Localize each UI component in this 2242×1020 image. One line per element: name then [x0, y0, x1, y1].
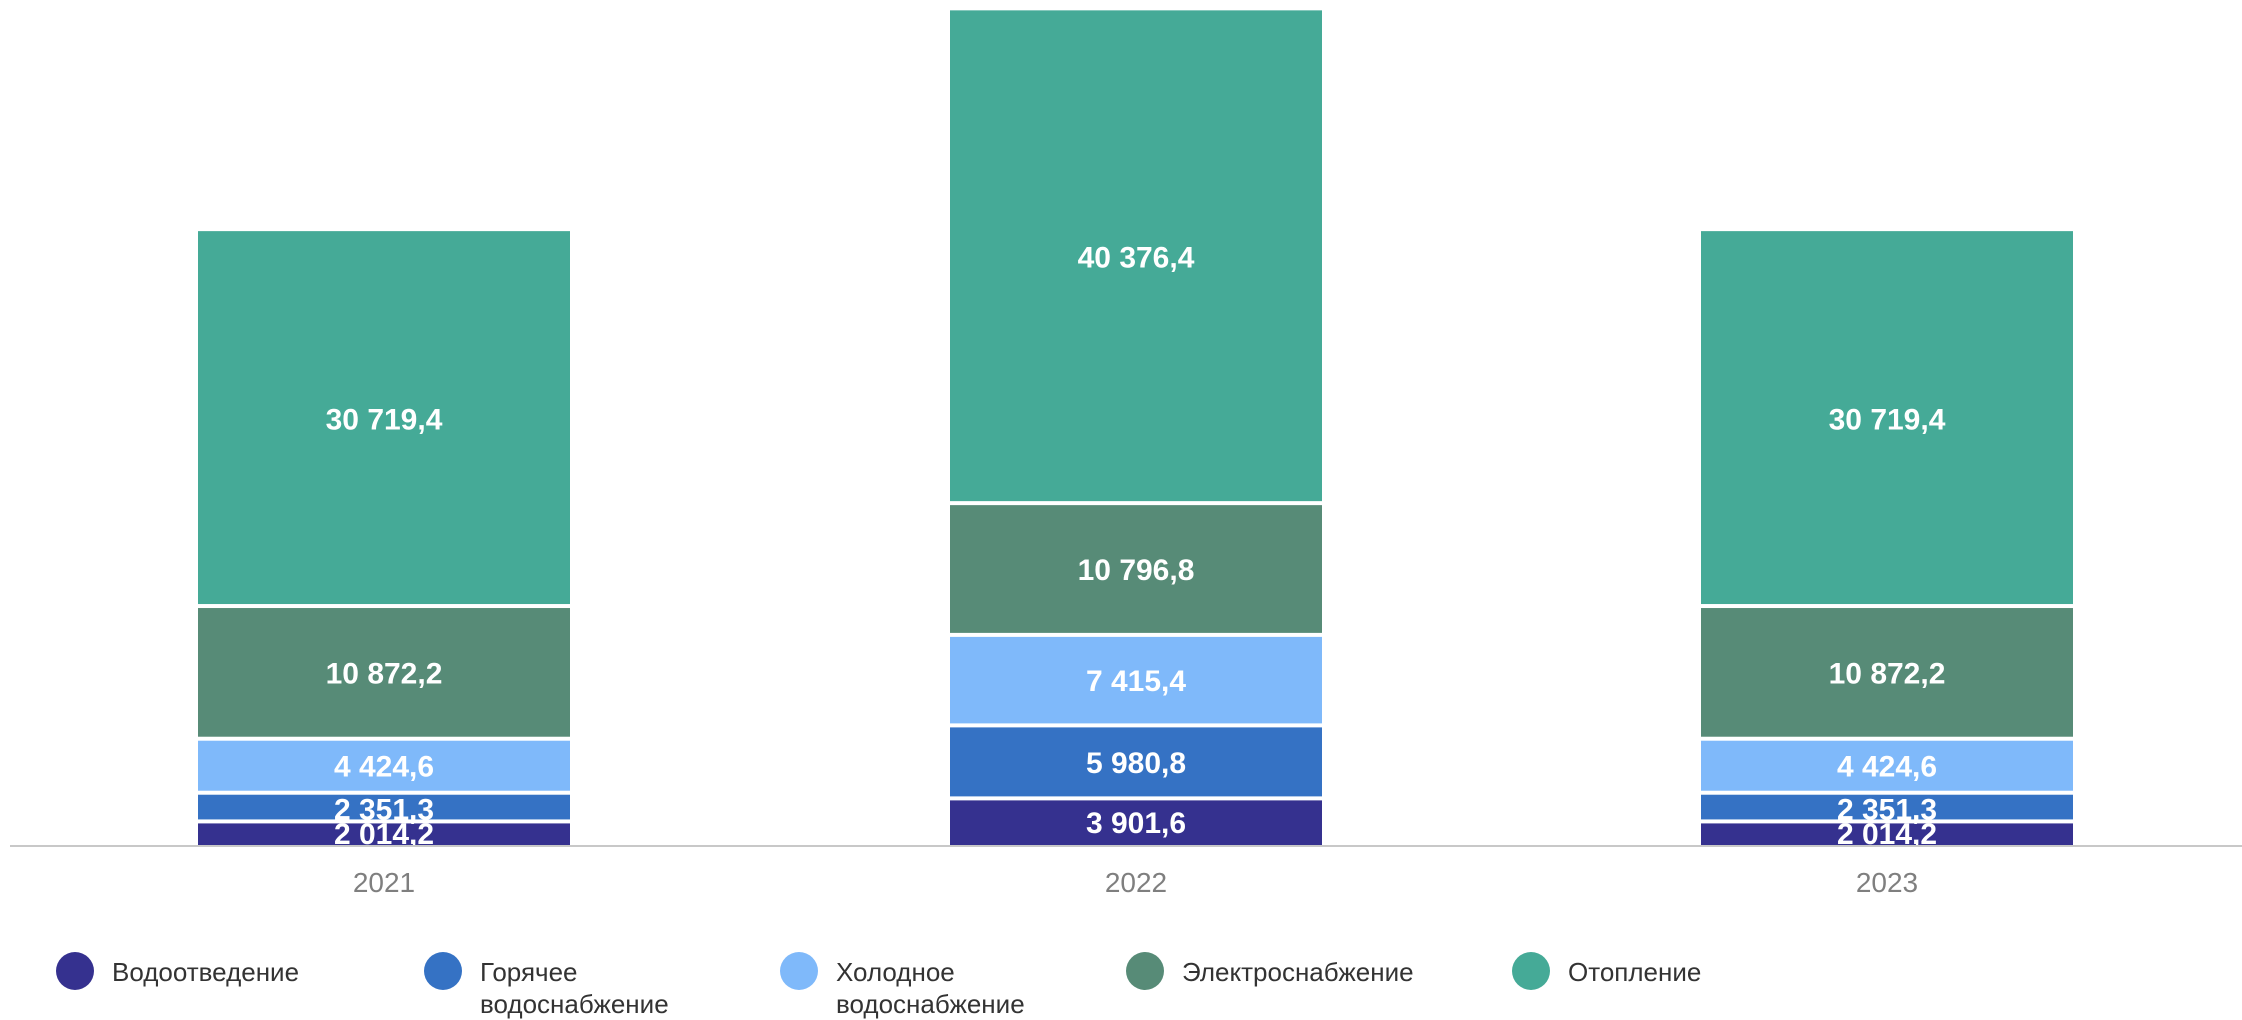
bar-segment: [1701, 231, 2073, 605]
bar-segment: [1701, 823, 2073, 846]
legend-swatch: [424, 952, 462, 990]
legend-swatch: [1126, 952, 1164, 990]
data-label: 30 719,4: [1829, 404, 1946, 437]
legend-item: Электроснабжение: [1126, 944, 1414, 990]
legend-label: Водоотведение: [112, 957, 300, 987]
bar-segment: [950, 505, 1322, 633]
bar-segment: [198, 794, 570, 820]
legend-item: Водоотведение: [56, 944, 299, 990]
data-label: 5 980,8: [1086, 747, 1186, 780]
bar-segment: [950, 800, 1322, 846]
data-label: 2 351,3: [1837, 793, 1937, 826]
data-label: 7 415,4: [1086, 665, 1186, 698]
data-label: 30 719,4: [326, 404, 443, 437]
legend-swatch: [780, 952, 818, 990]
bar-segment: [1701, 794, 2073, 820]
data-label: 40 376,4: [1078, 242, 1195, 275]
legend-label: Электроснабжение: [1182, 957, 1414, 987]
legend-swatch: [56, 952, 94, 990]
bar-segment: [1701, 608, 2073, 737]
data-label: 3 901,6: [1086, 807, 1186, 840]
data-label: 10 872,2: [1829, 657, 1946, 690]
legend-label: Холодное водоснабжение: [836, 957, 1025, 1019]
data-label: 10 872,2: [326, 657, 443, 690]
x-tick-label: 2021: [353, 867, 415, 898]
bar-segment: [198, 740, 570, 791]
data-label: 4 424,6: [1837, 751, 1937, 784]
bar-segment: [950, 10, 1322, 502]
legend-label: Отопление: [1568, 957, 1702, 987]
legend-item: Горячее водоснабжение: [424, 944, 740, 1020]
legend-item: Отопление: [1512, 944, 1701, 990]
legend-item: Холодное водоснабжение: [780, 944, 1076, 1020]
bar-segment: [198, 823, 570, 846]
data-label: 4 424,6: [334, 751, 434, 784]
bars-group: [198, 10, 2073, 846]
x-tick-label: 2022: [1105, 867, 1167, 898]
legend-swatch: [1512, 952, 1550, 990]
legend-label: Горячее водоснабжение: [480, 957, 669, 1019]
x-tick-label: 2023: [1856, 867, 1918, 898]
stacked-bar-chart: 2 014,22 351,34 424,610 872,230 719,43 9…: [10, 10, 2242, 898]
bar-segment: [1701, 740, 2073, 791]
bar-segment: [950, 727, 1322, 797]
data-label: 10 796,8: [1078, 554, 1195, 587]
bar-segment: [198, 608, 570, 737]
x-axis-ticks-group: 2021 2022 2023: [353, 867, 1918, 898]
legend: Водоотведение Горячее водоснабжение Холодн…: [0, 944, 2242, 1019]
data-label: 2 351,3: [334, 793, 434, 826]
segment-labels-group: 2 014,22 351,34 424,610 872,230 719,43 9…: [326, 242, 1946, 851]
bar-segment: [950, 636, 1322, 724]
bar-segment: [198, 231, 570, 605]
